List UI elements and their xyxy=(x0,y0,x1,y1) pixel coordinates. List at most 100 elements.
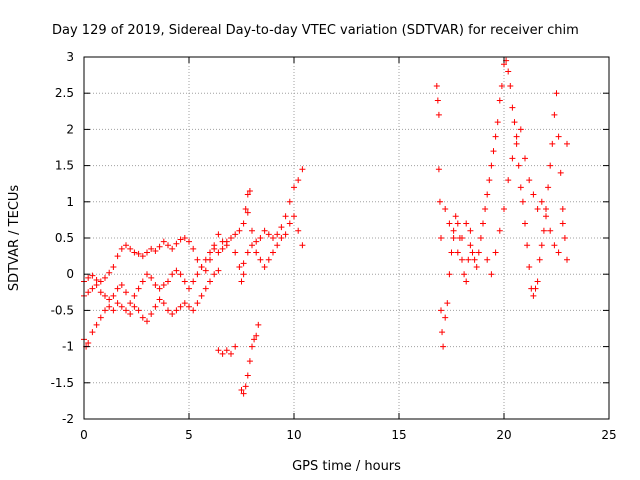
data-point-dip-7-8h xyxy=(246,187,253,194)
data-point-afternoon xyxy=(534,278,541,285)
data-point-band-mid xyxy=(190,278,197,285)
data-point-band-high xyxy=(270,235,276,241)
y-tick-label: 2.5 xyxy=(55,86,74,100)
data-point-band-high xyxy=(249,227,255,234)
data-point-afternoon xyxy=(435,166,442,173)
data-point-band-mid xyxy=(135,285,142,292)
data-point-band-mid xyxy=(223,238,230,245)
y-axis-label: SDTVAR / TECUs xyxy=(7,185,22,292)
data-point-band-high xyxy=(282,213,289,220)
data-point-dip-7-8h xyxy=(232,343,239,350)
data-point-dip-7-8h xyxy=(219,350,226,357)
data-point-afternoon xyxy=(454,249,461,256)
data-point-band-mid xyxy=(278,235,285,241)
data-point-band-mid xyxy=(253,249,260,256)
data-point-band-low xyxy=(215,267,222,274)
data-point-band-high xyxy=(114,253,121,260)
data-point-band-high xyxy=(127,245,134,252)
data-point-band-high xyxy=(181,235,188,241)
x-tick-label: 20 xyxy=(496,428,511,442)
data-point-afternoon xyxy=(488,162,495,169)
data-point-band-high xyxy=(165,242,171,249)
data-point-afternoon xyxy=(534,206,541,213)
data-point-dip-7-8h xyxy=(242,206,249,213)
data-point-afternoon xyxy=(459,256,465,263)
data-point-afternoon xyxy=(543,206,549,213)
y-tick-label: 1 xyxy=(66,195,74,209)
data-point-band-low xyxy=(89,329,96,336)
data-point-band-mid xyxy=(270,249,276,256)
data-point-afternoon xyxy=(463,278,470,285)
data-point-afternoon xyxy=(549,140,556,147)
data-point-band-low xyxy=(131,303,138,310)
data-point-band-low xyxy=(152,303,159,310)
data-point-band-mid xyxy=(169,271,176,278)
data-point-band-high xyxy=(190,245,197,252)
data-point-band-mid xyxy=(181,278,188,285)
data-point-band-mid xyxy=(257,256,264,263)
data-point-afternoon xyxy=(557,169,564,176)
data-point-afternoon xyxy=(517,184,524,191)
data-point-band-mid xyxy=(232,249,239,256)
data-point-afternoon xyxy=(555,249,562,256)
y-tick-label: -1.5 xyxy=(51,376,74,390)
data-point-band-low xyxy=(139,314,146,321)
data-point-dip-7-8h xyxy=(228,350,234,357)
data-point-band-high xyxy=(131,249,138,256)
data-point-dip-7-8h xyxy=(215,347,222,354)
data-point-band-low xyxy=(173,307,180,314)
data-point-band-low xyxy=(93,321,100,328)
x-tick-label: 15 xyxy=(391,428,406,442)
data-point-band-low xyxy=(85,339,92,346)
data-point-afternoon xyxy=(547,227,554,234)
data-point-band-mid xyxy=(85,289,92,296)
data-point-band-mid xyxy=(228,235,234,241)
data-point-band-low xyxy=(123,307,129,314)
data-point-band-mid xyxy=(160,282,167,289)
data-point-dip-7-8h xyxy=(244,372,251,379)
data-point-afternoon xyxy=(522,155,528,162)
data-point-band-high xyxy=(93,276,100,283)
data-point-band-high xyxy=(97,278,104,285)
data-point-band-low xyxy=(211,271,218,278)
data-point-band-high xyxy=(173,240,180,247)
data-point-band-mid xyxy=(131,292,138,299)
data-point-afternoon xyxy=(526,177,533,184)
data-point-band-mid xyxy=(274,242,281,249)
data-point-afternoon xyxy=(517,126,524,133)
data-point-afternoon xyxy=(545,184,552,191)
data-point-dip-7-8h xyxy=(249,343,255,350)
data-point-afternoon xyxy=(515,162,522,169)
data-point-afternoon xyxy=(465,256,472,263)
data-point-band-mid xyxy=(282,231,289,238)
data-point-band-low xyxy=(160,300,167,307)
data-point-band-low xyxy=(144,318,150,325)
data-point-band-high xyxy=(240,220,247,227)
data-point-band-mid xyxy=(240,260,247,267)
data-point-afternoon xyxy=(450,227,457,234)
data-point-band-low xyxy=(207,278,213,285)
data-point-band-high xyxy=(274,231,281,238)
data-point-afternoon xyxy=(505,68,512,75)
data-point-band-high xyxy=(156,243,163,250)
data-point-band-high xyxy=(144,249,150,256)
data-point-band-low xyxy=(97,314,104,321)
data-point-band-mid xyxy=(127,300,134,307)
data-point-band-mid xyxy=(219,245,226,252)
data-point-band-high xyxy=(299,166,306,173)
data-point-band-high xyxy=(202,267,209,274)
data-point-band-high xyxy=(186,238,192,245)
data-point-band-high xyxy=(123,242,129,249)
data-point-afternoon xyxy=(496,97,503,104)
data-point-afternoon xyxy=(536,256,543,263)
data-point-band-mid xyxy=(144,271,150,278)
data-point-afternoon xyxy=(492,249,499,256)
data-point-afternoon xyxy=(463,220,470,227)
data-point-afternoon xyxy=(551,111,558,118)
data-point-band-high xyxy=(194,256,201,263)
data-point-afternoon xyxy=(452,213,459,220)
data-point-band-mid xyxy=(148,274,155,281)
data-point-band-mid xyxy=(102,292,108,299)
data-point-afternoon xyxy=(553,90,560,97)
data-point-band-low xyxy=(202,285,209,292)
